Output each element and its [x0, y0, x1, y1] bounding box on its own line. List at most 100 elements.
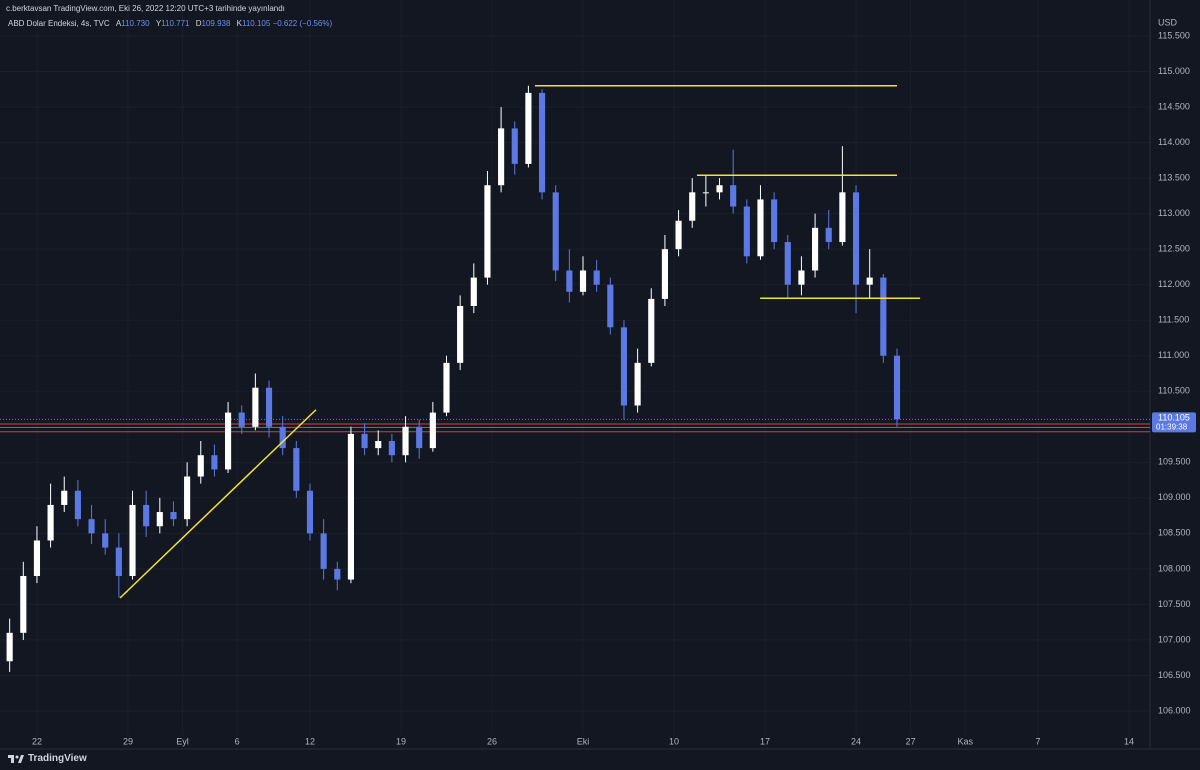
y-tick-label: 115.000	[1158, 66, 1190, 76]
y-tick-label: 109.500	[1158, 457, 1191, 467]
y-tick-label: 115.500	[1158, 30, 1190, 40]
candle-body	[443, 362, 450, 413]
x-tick-label: 26	[487, 736, 497, 746]
candle-body	[825, 227, 832, 243]
open: 110.730	[121, 19, 150, 28]
x-tick-label: 17	[760, 736, 770, 746]
candle-body	[730, 185, 737, 207]
high-key: Y	[155, 19, 162, 28]
currency: USD	[1158, 17, 1178, 27]
candle-body	[675, 220, 682, 250]
candle-body	[293, 448, 300, 491]
candle-body	[416, 426, 423, 449]
candle-body	[661, 249, 668, 299]
candle-body	[429, 412, 436, 449]
y-tick-label: 112.000	[1158, 279, 1190, 289]
candle-body	[402, 426, 409, 456]
candle-body	[197, 455, 204, 477]
trend-line	[119, 409, 317, 599]
candle-body	[61, 490, 68, 505]
candle-body	[102, 533, 109, 548]
candle-body	[771, 199, 778, 243]
candle-body	[566, 270, 573, 292]
countdown: 01:39:38	[1156, 422, 1188, 431]
candle-body	[538, 92, 546, 193]
y-tick-label: 107.500	[1158, 599, 1191, 609]
last-price-label: 110.105	[1158, 413, 1190, 423]
close-key: K	[236, 19, 242, 28]
y-tick-label: 109.000	[1158, 492, 1191, 502]
candle-body	[839, 192, 846, 243]
candle-body	[457, 306, 464, 363]
candle-body	[757, 199, 764, 257]
candle-body	[375, 441, 382, 449]
candle-body	[74, 490, 81, 520]
candle-body	[224, 412, 232, 470]
candle-body	[743, 206, 750, 257]
y-tick-label: 113.000	[1158, 208, 1190, 218]
x-tick-label: 12	[305, 736, 315, 746]
candle-body	[852, 192, 860, 285]
candle-body	[552, 192, 559, 271]
candle-body	[143, 504, 150, 527]
candle-body	[716, 185, 723, 193]
candle-body	[880, 277, 887, 356]
candle-body	[306, 490, 314, 534]
candle-body	[866, 277, 873, 285]
logo	[8, 754, 24, 763]
x-tick-label: 7	[1036, 736, 1041, 746]
y-tick-label: 113.500	[1158, 172, 1190, 182]
candle-body	[484, 185, 491, 278]
y-tick-label: 106.500	[1158, 670, 1191, 680]
y-tick-label: 111.000	[1158, 350, 1189, 360]
candle-body	[211, 455, 218, 470]
footer: TradingView	[8, 753, 87, 764]
x-tick-label: 14	[1124, 736, 1134, 746]
candle-body	[593, 270, 600, 285]
candle-body	[320, 533, 327, 569]
candle-body	[170, 512, 177, 520]
y-tick-label: 106.000	[1158, 705, 1191, 715]
candle-body	[334, 568, 341, 580]
candle-body	[388, 441, 395, 456]
candle-body	[470, 277, 477, 307]
low-key: D	[195, 19, 202, 28]
candle-body	[279, 426, 286, 449]
y-tick-label: 110.500	[1158, 386, 1190, 396]
y-tick-label: 114.000	[1158, 137, 1190, 147]
candle-body	[511, 128, 518, 164]
y-tick-label: 114.500	[1158, 101, 1190, 111]
candle-body	[634, 362, 641, 406]
y-tick-label: 112.500	[1158, 244, 1190, 254]
candle-body	[702, 192, 709, 194]
y-tick-label: 108.500	[1158, 528, 1191, 538]
change: −0.622 (−0.56%)	[272, 19, 333, 28]
y-tick-label: 108.000	[1158, 563, 1191, 573]
high: 110.771	[161, 19, 190, 28]
candle-body	[129, 504, 136, 576]
x-tick-label: 19	[396, 736, 406, 746]
candle-body	[265, 387, 273, 427]
x-tick-label: Kas	[957, 736, 973, 746]
candle-body	[6, 632, 13, 662]
candle-body	[525, 92, 532, 164]
candle-body	[784, 242, 791, 285]
candle-body	[798, 270, 805, 285]
candle-body	[184, 476, 191, 520]
candle-body	[156, 512, 163, 527]
brand: TradingView	[28, 753, 87, 764]
close: 110.105	[242, 19, 271, 28]
last-price-box	[1152, 412, 1196, 433]
open-key: A	[115, 19, 122, 28]
legend: ABD Dolar Endeksi, 4s, TVC A110.730 Y110…	[8, 19, 332, 28]
candle-body	[607, 284, 614, 328]
x-tick-label: 22	[32, 736, 42, 746]
candle-body	[252, 387, 259, 427]
candle-body	[893, 355, 901, 420]
x-tick-label: Eki	[577, 736, 590, 746]
candle-body	[20, 575, 27, 633]
x-tick-label: 6	[235, 736, 240, 746]
x-tick-label: Eyl	[176, 736, 189, 746]
